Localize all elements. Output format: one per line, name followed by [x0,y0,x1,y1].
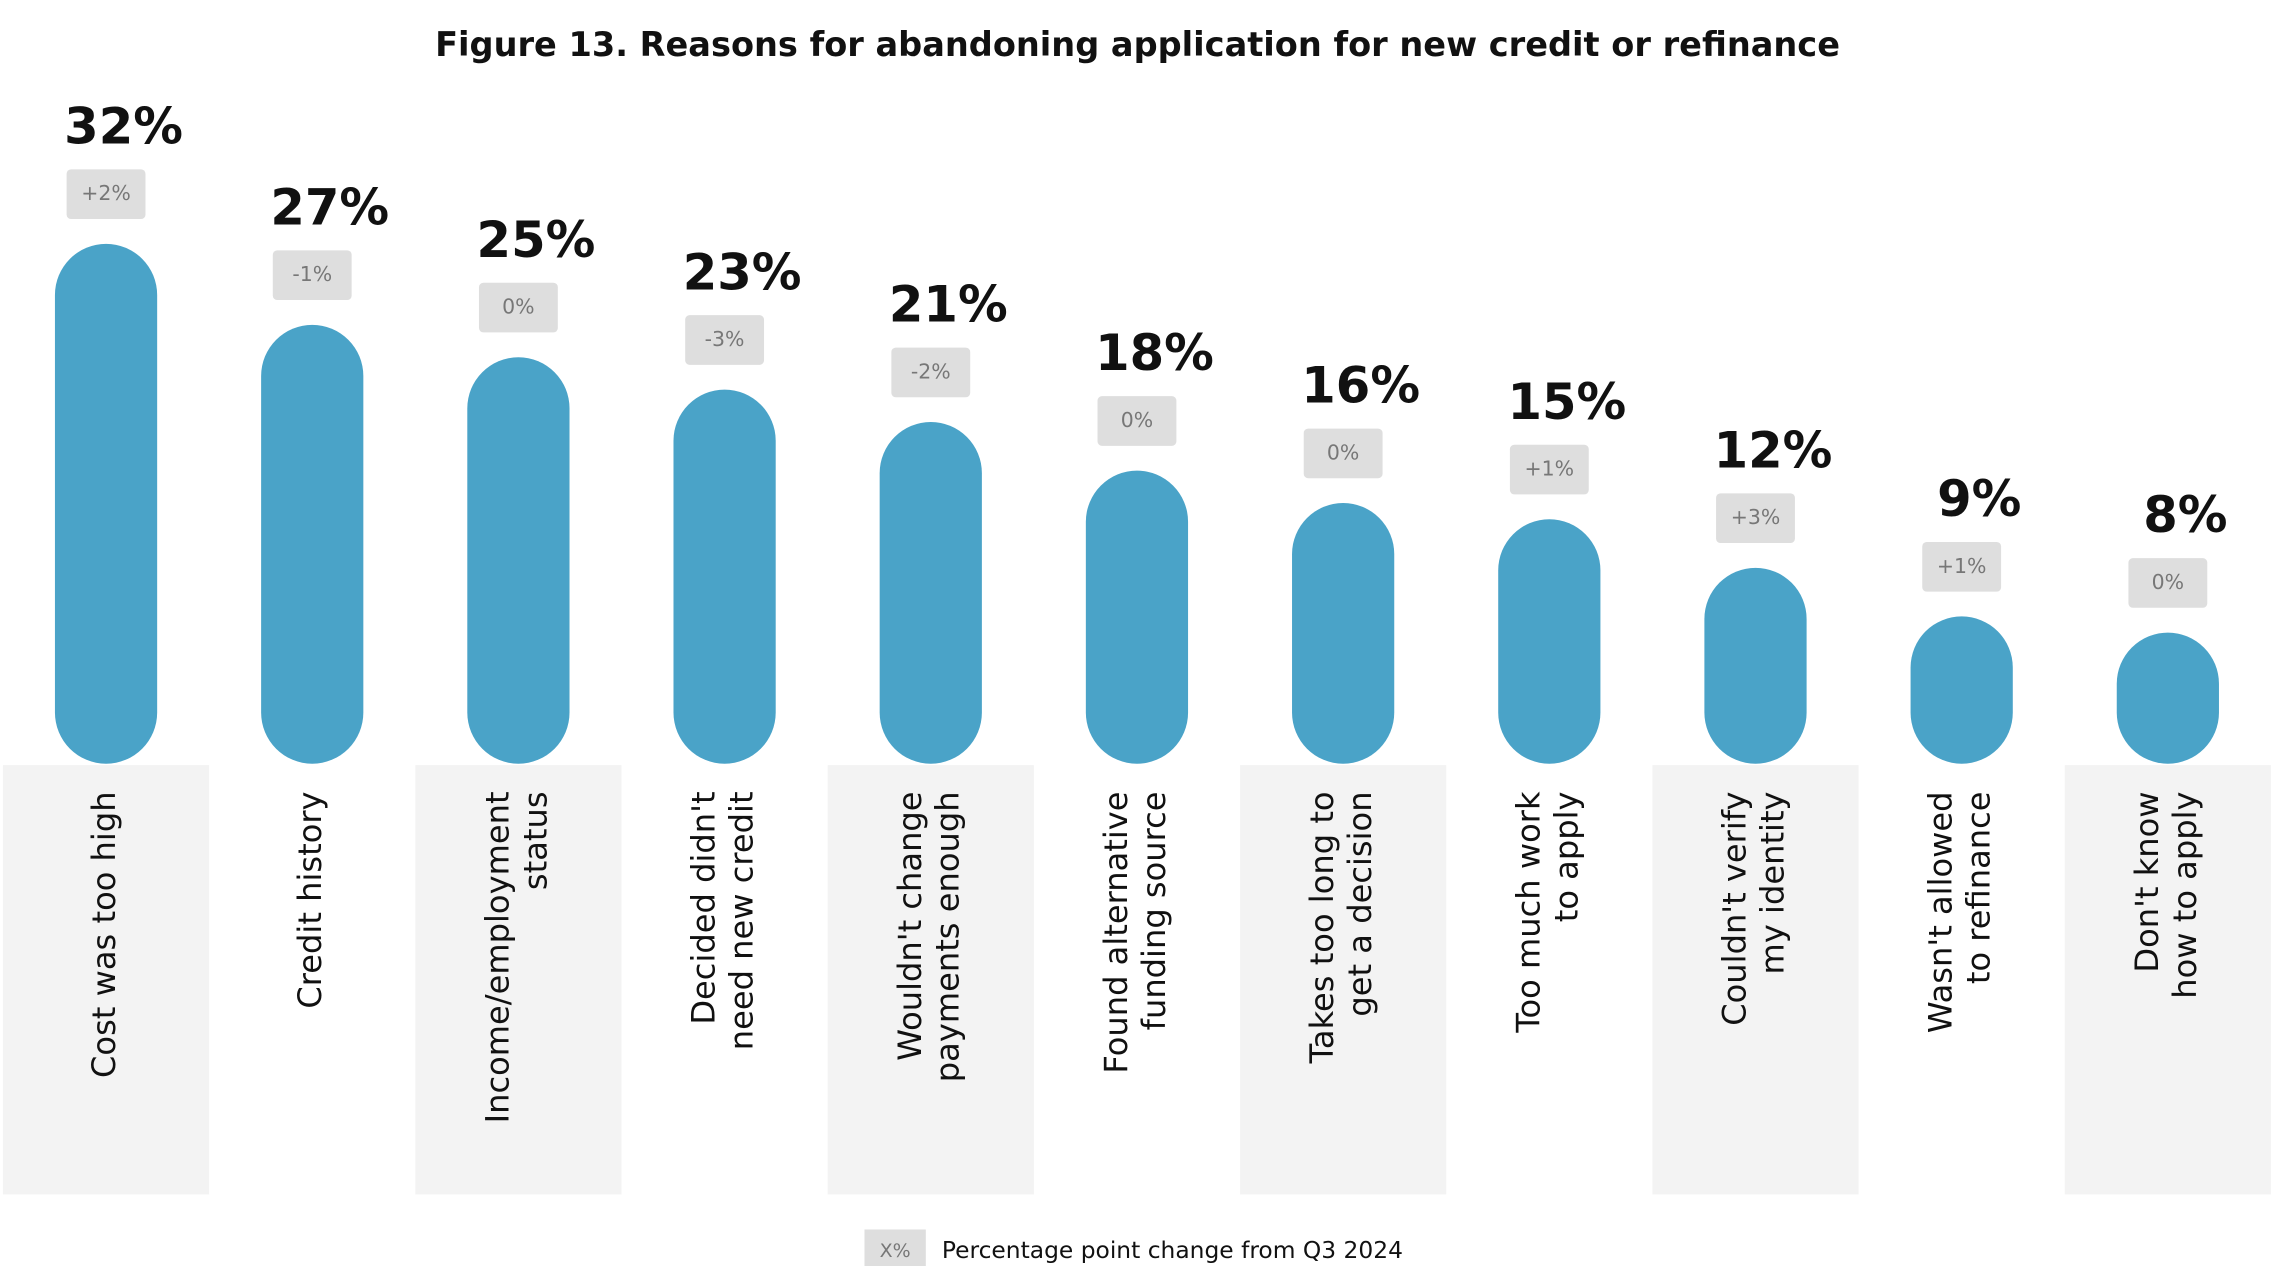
x-tick-label: my identity [1753,791,1791,974]
change-box [1303,428,1383,479]
bar [1910,616,2013,764]
legend-key-box [864,1229,926,1266]
value-label: 9% [1937,470,2021,528]
x-tick-label: how to apply [2166,791,2204,998]
chart-title: Figure 13. Reasons for abandoning applic… [435,25,1840,64]
x-tick-label: to apply [1547,791,1585,922]
change-label: +3% [1731,505,1781,529]
x-tick-label: Cost was too high [85,791,123,1078]
x-tick-label: Found alternative [1097,791,1135,1073]
value-label: 27% [270,178,389,236]
change-label: 0% [1327,440,1359,464]
value-label: 23% [683,243,802,301]
x-tick-label: status [516,791,554,890]
value-label: 15% [1507,373,1626,431]
value-label: 32% [64,97,183,155]
change-box [478,282,558,333]
label-band [2064,765,2271,1195]
value-label: 21% [889,276,1008,334]
bar [2116,632,2219,764]
label-band [415,765,622,1195]
change-box [1922,541,2002,592]
value-label: 16% [1301,357,1420,415]
change-box [272,250,352,301]
change-label: 0% [2152,570,2184,594]
x-tick-label: Wasn't allowed [1922,791,1960,1033]
x-tick-label: funding source [1135,791,1173,1030]
bar [673,389,776,764]
change-box [891,347,971,398]
bar [261,324,364,764]
change-box [685,315,765,365]
bar [1498,519,1601,764]
bar [879,422,982,764]
bar [1085,470,1189,764]
change-label: -3% [705,327,745,351]
x-tick-label: to refinance [1960,791,1998,984]
x-tick-label: Wouldn't change [891,791,929,1060]
change-box [2128,558,2208,608]
x-tick-label: Decided didn't [685,791,723,1024]
x-tick-label: Don't know [2128,791,2166,972]
change-label: 0% [502,295,534,319]
change-box [1509,444,1589,495]
change-box [66,169,146,220]
change-box [1097,396,1177,446]
change-label: 0% [1121,408,1153,432]
x-tick-label: payments enough [929,791,967,1082]
change-label: +1% [1937,554,1987,578]
change-label: +2% [81,181,131,205]
bar [467,357,570,764]
bar [54,243,158,764]
change-label: -1% [292,262,332,286]
legend-text: Percentage point change from Q3 2024 [942,1236,1403,1264]
change-label: +1% [1525,457,1575,481]
x-tick-label: need new credit [723,791,761,1050]
legend-key: X% [880,1240,911,1262]
x-tick-label: Takes too long to [1303,791,1341,1064]
value-label: 8% [2143,486,2227,544]
value-label: 18% [1095,324,1214,382]
value-label: 12% [1714,421,1833,479]
label-band [1240,765,1447,1195]
bar [1704,567,1807,764]
x-tick-label: Income/employment [478,791,516,1123]
value-label: 25% [477,211,596,269]
label-band [2,765,210,1195]
x-tick-label: Too much work [1509,791,1547,1034]
x-tick-label: Couldn't verify [1716,791,1754,1025]
bar [1292,503,1395,764]
x-tick-label: Credit history [291,791,329,1008]
change-label: -2% [911,359,951,383]
x-tick-label: get a decision [1341,791,1379,1016]
label-band [827,765,1034,1195]
change-box [1716,493,1795,544]
label-band [1652,765,1859,1195]
